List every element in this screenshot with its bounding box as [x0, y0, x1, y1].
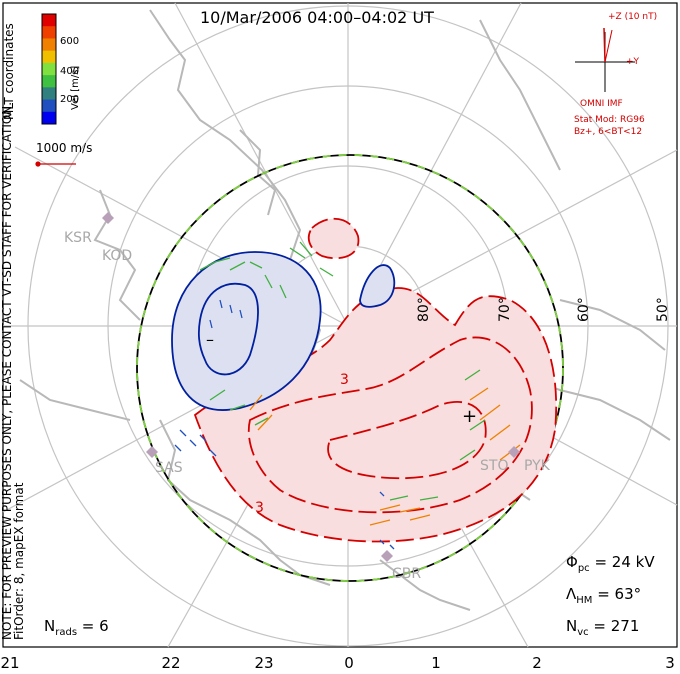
mlt-tick-22: 22: [161, 654, 181, 672]
preview-note: NOTE: FOR PREVIEW PURPOSES ONLY, PLEASE …: [0, 102, 26, 640]
colorbar-swatch: [42, 14, 56, 27]
mlt-tick-21: 21: [0, 654, 20, 672]
colorbar-tick-600: 600: [60, 36, 80, 47]
dawn-cell-inner: [327, 401, 487, 480]
lat-label-80: 80°: [416, 297, 432, 322]
colorbar-swatch: [42, 38, 56, 52]
station-sto: STO: [480, 458, 509, 474]
colorbar-swatch: [42, 75, 56, 88]
mlt-tick-0: 0: [344, 654, 354, 672]
colorbar: [41, 13, 57, 125]
colorbar-swatch: [42, 26, 56, 39]
station-sas: SAS: [155, 460, 183, 476]
lat-label-70: 70°: [497, 297, 513, 322]
station-markers: [102, 212, 520, 562]
dawn-cell-small: [308, 217, 360, 260]
lat-label-60: 60°: [576, 297, 592, 322]
imf-y-label: +Y: [626, 57, 640, 67]
dusk-cell-small: [359, 264, 396, 308]
velocity-vectors: [174, 241, 521, 550]
note-line-2: FitOrder: 8, mapEX format: [12, 482, 26, 640]
imf-z-label: +Z (10 nT): [608, 12, 658, 22]
imf-condition: Bz+, 6<BT<12: [574, 127, 643, 137]
dusk-cell-minimum: –: [206, 330, 214, 349]
contour-label-2: 3: [255, 500, 264, 516]
mlt-tick-1: 1: [431, 654, 441, 672]
colorbar-tick-400: 400: [60, 66, 80, 77]
mlt-tick-2: 2: [532, 654, 542, 672]
dusk-cell-inner: [197, 282, 259, 376]
contour-label-1: 3: [340, 372, 349, 388]
vector-scale: [35, 161, 76, 167]
station-cbr: CBR: [392, 566, 422, 582]
colorbar-swatch: [42, 50, 56, 64]
mlt-tick-23: 23: [254, 654, 274, 672]
colorbar-swatch: [42, 62, 56, 76]
station-kod: KOD: [102, 248, 133, 264]
imf-source: OMNI IMF: [580, 99, 623, 109]
imf-dial: [575, 27, 635, 92]
station-pyk: PYK: [524, 458, 550, 474]
imf-model: Stat Mod: RG96: [574, 115, 645, 125]
colorbar-tick-200: 200: [60, 94, 80, 105]
lambda-hm-readout: ΛHM = 63°: [566, 585, 642, 606]
colorbar-swatch: [42, 99, 56, 113]
n-rads-readout: Nrads = 6: [44, 617, 109, 638]
dawn-cell-outer: [193, 287, 558, 543]
colorbar-border: [41, 13, 57, 125]
colorbar-swatch: [42, 87, 56, 101]
mlt-tick-3: 3: [665, 654, 675, 672]
lat-label-50: 50°: [655, 297, 671, 322]
dawn-cell-maximum: +: [462, 406, 478, 427]
n-vc-readout: Nvc = 271: [566, 617, 640, 638]
map-title: 10/Mar/2006 04:00–04:02 UT: [200, 8, 434, 27]
vector-scale-label: 1000 m/s: [36, 141, 93, 155]
colorbar-swatch: [42, 111, 56, 125]
plot-frame: [2, 2, 678, 648]
hm-boundary-dash: [136, 154, 564, 582]
station-ksr: KSR: [64, 230, 92, 246]
phi-pc-readout: Φpc = 24 kV: [566, 553, 655, 574]
